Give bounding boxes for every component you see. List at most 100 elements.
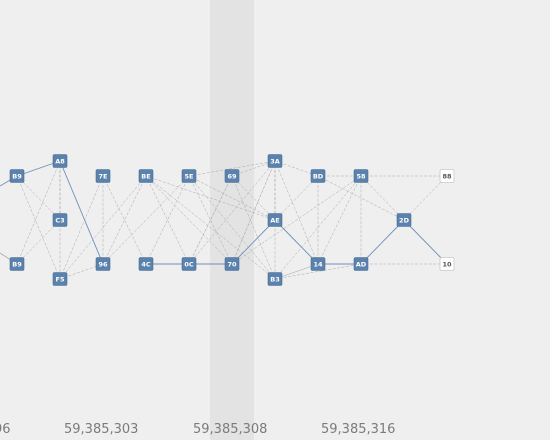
graph-node-5e[interactable]: 5E [181,169,197,183]
graph-node-ad[interactable]: AD [353,257,369,271]
graph-node-88[interactable]: 88 [439,169,455,183]
graph-node-a8[interactable]: A8 [52,154,68,168]
node-label: C3 [55,216,64,224]
node-box [310,169,326,183]
node-box [267,272,283,286]
graph-node-96[interactable]: 96 [95,257,111,271]
node-box [353,257,369,271]
edge-70-3a [231,160,276,265]
node-label: 96 [98,260,108,268]
edge-bd-2d [317,175,405,221]
edge-5e-70 [188,175,233,265]
node-box [396,213,412,227]
edge-be-96 [102,175,147,265]
edge-b3-ad [274,263,362,280]
node-box [95,169,111,183]
graph-node-58[interactable]: 58 [353,169,369,183]
graph-node-be[interactable]: BE [138,169,154,183]
node-box [353,169,369,183]
node-label: AE [270,216,279,224]
edge-69-b3 [231,175,276,280]
edge-f5-7e [59,175,104,280]
node-label: BD [313,172,324,180]
node-box [267,213,283,227]
node-label: B3 [270,275,279,283]
node-label: 88 [442,172,452,180]
node-box [181,169,197,183]
node-box [224,169,240,183]
edge-b9a-c3 [16,175,61,221]
node-label: B9 [12,172,22,180]
edge-2d-10 [403,219,448,265]
node-label: 5E [185,172,194,180]
edge-be-b3 [145,175,276,280]
node-layer: B9 A8 7E BE 5E 69 3A BD 58 88 C3 AE 2D B9 96 4C 0C 70 14 AD… [9,154,455,286]
axis-label-1: 59,385,303 [64,422,139,437]
node-box [95,257,111,271]
node-label: 7E [99,172,108,180]
edge-b9b-c3 [16,219,61,265]
node-label: A8 [55,157,65,165]
edge-5e-ae [188,175,276,221]
node-box [52,213,68,227]
graph-node-14[interactable]: 14 [310,257,326,271]
edge-7e-4c [102,175,147,265]
graph-node-10[interactable]: 10 [439,257,455,271]
edge-b9a-f5 [16,175,61,280]
node-label: 58 [356,172,366,180]
edge-96-5e [102,175,190,265]
edge-5e-4c [145,175,190,265]
edge-58-2d [360,175,405,221]
node-label: 69 [227,172,237,180]
node-label: 0C [184,260,194,268]
edge-b9b-a8 [16,160,61,265]
graph-node-f5[interactable]: F5 [52,272,68,286]
node-label: 70 [227,260,237,268]
node-box [52,154,68,168]
node-label: F5 [56,275,65,283]
node-box [267,154,283,168]
node-box [9,169,25,183]
graph-node-c3[interactable]: C3 [52,213,68,227]
node-label: AD [356,260,367,268]
node-box [439,169,455,183]
node-box [138,257,154,271]
edge-a8-96 [59,160,104,265]
axis-label-3: 59,385,316 [321,422,396,437]
graph-node-3a[interactable]: 3A [267,154,283,168]
node-label: 2D [399,216,410,224]
edge-be-70 [145,175,233,265]
node-box [439,257,455,271]
graph-node-ae[interactable]: AE [267,213,283,227]
edge-2d-88 [403,175,448,221]
graph-node-4c[interactable]: 4C [138,257,154,271]
node-label: 10 [442,260,452,268]
highlight-column-band [210,0,254,440]
edge-be-0c [145,175,190,265]
edge-ae-bd [274,175,319,221]
graph-node-0c[interactable]: 0C [181,257,197,271]
graph-node-b9b[interactable]: B9 [9,257,25,271]
graph-node-70[interactable]: 70 [224,257,240,271]
graph-node-b9a[interactable]: B9 [9,169,25,183]
node-box [224,257,240,271]
edge-69-ae [231,175,276,221]
node-label: BE [141,172,150,180]
node-label: 4C [141,260,151,268]
graph-node-bd[interactable]: BD [310,169,326,183]
node-box [9,257,25,271]
axis-label-0: 96 [0,422,11,437]
edge-70-58 [231,175,362,265]
edge-2d-ad [360,219,405,265]
graph-node-7e[interactable]: 7E [95,169,111,183]
node-label: 3A [270,157,280,165]
edge-layer [0,160,448,280]
edge-0c-69 [188,175,233,265]
node-box [52,272,68,286]
graph-node-b3[interactable]: B3 [267,272,283,286]
graph-node-2d[interactable]: 2D [396,213,412,227]
graph-node-69[interactable]: 69 [224,169,240,183]
node-box [310,257,326,271]
